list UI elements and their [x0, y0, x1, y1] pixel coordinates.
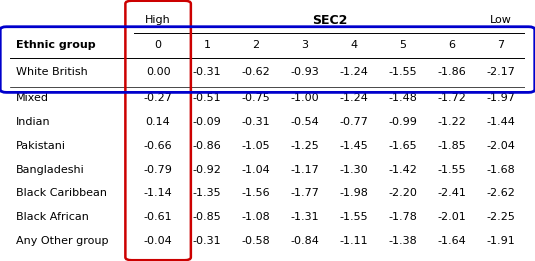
Text: -0.84: -0.84 — [291, 236, 319, 246]
Text: Mixed: Mixed — [16, 93, 49, 103]
Text: -1.86: -1.86 — [438, 67, 467, 78]
Text: -0.92: -0.92 — [193, 165, 221, 175]
Text: High: High — [145, 15, 171, 25]
Text: 4: 4 — [350, 40, 357, 50]
Text: -0.58: -0.58 — [242, 236, 271, 246]
Text: -0.77: -0.77 — [340, 117, 369, 127]
Text: -1.04: -1.04 — [242, 165, 271, 175]
Text: -1.11: -1.11 — [340, 236, 368, 246]
Text: -1.56: -1.56 — [242, 188, 270, 198]
Text: Black Caribbean: Black Caribbean — [16, 188, 107, 198]
Text: -1.08: -1.08 — [242, 212, 271, 222]
Text: -1.98: -1.98 — [340, 188, 369, 198]
Text: -0.86: -0.86 — [193, 141, 221, 151]
Text: -1.14: -1.14 — [144, 188, 172, 198]
Text: White British: White British — [16, 67, 88, 78]
Text: -0.51: -0.51 — [193, 93, 221, 103]
Text: -2.25: -2.25 — [486, 212, 515, 222]
Text: -1.30: -1.30 — [340, 165, 368, 175]
Text: Ethnic group: Ethnic group — [16, 40, 95, 50]
Text: 1: 1 — [204, 40, 211, 50]
Text: 7: 7 — [498, 40, 505, 50]
Text: -1.44: -1.44 — [486, 117, 515, 127]
Text: -2.20: -2.20 — [388, 188, 417, 198]
Text: -0.31: -0.31 — [242, 117, 270, 127]
Text: -1.97: -1.97 — [486, 93, 515, 103]
Text: -0.31: -0.31 — [193, 67, 221, 78]
Text: -1.38: -1.38 — [388, 236, 417, 246]
Text: 0.14: 0.14 — [146, 117, 171, 127]
Text: -1.48: -1.48 — [388, 93, 417, 103]
Text: -0.79: -0.79 — [144, 165, 173, 175]
Text: -1.35: -1.35 — [193, 188, 221, 198]
Text: -1.31: -1.31 — [291, 212, 319, 222]
Text: -1.78: -1.78 — [388, 212, 417, 222]
Text: Any Other group: Any Other group — [16, 236, 108, 246]
Text: Black African: Black African — [16, 212, 89, 222]
Text: 5: 5 — [400, 40, 407, 50]
Text: -0.04: -0.04 — [144, 236, 172, 246]
Text: -0.85: -0.85 — [193, 212, 221, 222]
Text: -1.64: -1.64 — [438, 236, 467, 246]
Text: Low: Low — [490, 15, 512, 25]
Text: -2.04: -2.04 — [486, 141, 515, 151]
Text: -0.66: -0.66 — [144, 141, 172, 151]
Text: -1.55: -1.55 — [340, 212, 368, 222]
Text: -2.17: -2.17 — [486, 67, 515, 78]
Text: 3: 3 — [302, 40, 309, 50]
Text: -0.93: -0.93 — [291, 67, 319, 78]
Text: -1.00: -1.00 — [291, 93, 319, 103]
Text: -0.99: -0.99 — [388, 117, 417, 127]
Text: -1.17: -1.17 — [291, 165, 319, 175]
Text: Indian: Indian — [16, 117, 50, 127]
Text: -1.55: -1.55 — [389, 67, 417, 78]
Text: SEC2: SEC2 — [312, 14, 347, 27]
Text: -1.55: -1.55 — [438, 165, 467, 175]
Text: -0.61: -0.61 — [144, 212, 172, 222]
Text: -1.05: -1.05 — [242, 141, 270, 151]
Text: 0.00: 0.00 — [146, 67, 171, 78]
Text: -1.45: -1.45 — [340, 141, 369, 151]
Text: -0.09: -0.09 — [193, 117, 221, 127]
Text: -1.91: -1.91 — [487, 236, 515, 246]
Text: -1.24: -1.24 — [340, 93, 369, 103]
Text: -1.85: -1.85 — [438, 141, 467, 151]
Text: -1.77: -1.77 — [291, 188, 319, 198]
Text: -2.01: -2.01 — [438, 212, 467, 222]
Text: -1.25: -1.25 — [291, 141, 319, 151]
Text: -1.42: -1.42 — [388, 165, 417, 175]
Text: -0.27: -0.27 — [144, 93, 173, 103]
Text: -1.68: -1.68 — [487, 165, 515, 175]
Text: -0.62: -0.62 — [242, 67, 271, 78]
Text: Bangladeshi: Bangladeshi — [16, 165, 85, 175]
Text: -1.65: -1.65 — [389, 141, 417, 151]
Text: -0.54: -0.54 — [291, 117, 319, 127]
Text: 0: 0 — [155, 40, 162, 50]
Text: -0.75: -0.75 — [242, 93, 271, 103]
Text: 2: 2 — [253, 40, 259, 50]
Text: -2.41: -2.41 — [438, 188, 467, 198]
Text: 6: 6 — [448, 40, 455, 50]
Text: -0.31: -0.31 — [193, 236, 221, 246]
Text: -1.72: -1.72 — [438, 93, 467, 103]
Text: -1.24: -1.24 — [340, 67, 369, 78]
Text: Pakistani: Pakistani — [16, 141, 66, 151]
Text: -2.62: -2.62 — [486, 188, 515, 198]
Text: -1.22: -1.22 — [438, 117, 467, 127]
